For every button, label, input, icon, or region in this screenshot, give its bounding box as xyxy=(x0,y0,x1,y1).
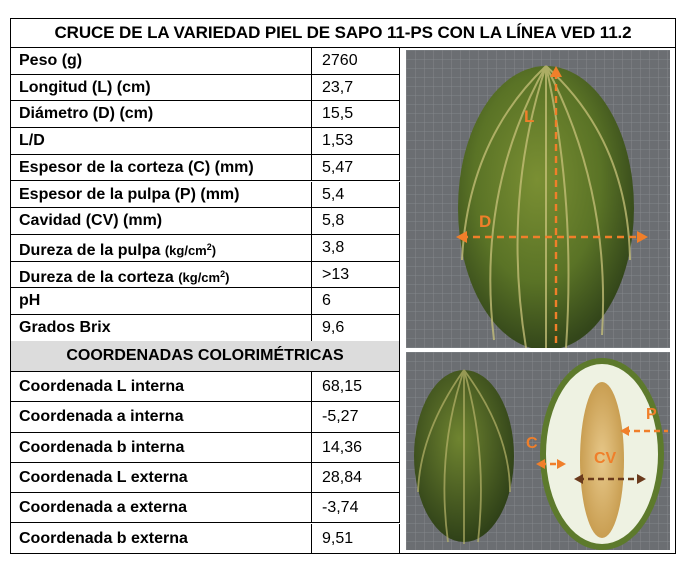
row-label-text: Espesor de la pulpa (P) (mm) xyxy=(19,185,240,203)
data-sheet: CRUCE DE LA VARIEDAD PIEL DE SAPO 11-PS … xyxy=(10,18,676,554)
row-label-text: Diámetro (D) (cm) xyxy=(19,105,154,123)
row-value: 23,7 xyxy=(312,74,400,102)
row-unit-text: (kg/cm xyxy=(164,242,207,258)
row-value: 15,5 xyxy=(312,101,400,129)
row-label: pH xyxy=(11,288,312,315)
row-value: -5,27 xyxy=(312,402,400,433)
sheet-title: CRUCE DE LA VARIEDAD PIEL DE SAPO 11-PS … xyxy=(11,19,675,48)
row-label: Coordenada L externa xyxy=(11,462,312,494)
row-label: Coordenada a interna xyxy=(11,402,312,433)
row-label-text: Dureza de la corteza xyxy=(19,268,174,286)
row-value: 3,8 xyxy=(312,234,400,262)
row-label-text: Longitud (L) (cm) xyxy=(19,78,151,96)
row-value: 1,53 xyxy=(312,128,400,155)
row-unit-close: ) xyxy=(225,269,230,285)
row-value: 28,84 xyxy=(312,462,400,494)
row-value: 68,15 xyxy=(312,372,400,403)
row-unit-exponent: 2 xyxy=(206,241,212,252)
diameter-marker: D xyxy=(479,212,491,231)
row-label-text: Cavidad (CV) (mm) xyxy=(19,212,163,230)
row-unit-exponent: 2 xyxy=(220,268,226,279)
section-title-colorimetric: COORDENADAS COLORIMÉTRICAS xyxy=(11,341,400,372)
row-value: >13 xyxy=(312,261,400,289)
row-value: 5,47 xyxy=(312,154,400,182)
row-label: Diámetro (D) (cm) xyxy=(11,101,312,129)
row-label: Coordenada b interna xyxy=(11,432,312,463)
row-unit: (kg/cm2) xyxy=(178,268,230,285)
row-value: 6 xyxy=(312,288,400,315)
cavity-marker: CV xyxy=(594,450,617,467)
pulp-marker: P xyxy=(646,406,657,423)
whole-melon-photo: L D xyxy=(406,50,670,348)
row-label-text: Coordenada L interna xyxy=(19,378,185,395)
row-value: 9,51 xyxy=(312,523,400,554)
row-label-text: Coordenada L externa xyxy=(19,468,188,486)
row-value: 5,8 xyxy=(312,208,400,235)
row-value: 5,4 xyxy=(312,181,400,209)
cut-melon-photo: C CV P xyxy=(406,352,670,550)
row-label: Dureza de la pulpa (kg/cm2) xyxy=(11,234,312,262)
row-value: 9,6 xyxy=(312,315,400,342)
row-label-text: L/D xyxy=(19,132,45,150)
row-label-text: Coordenada b externa xyxy=(19,529,188,547)
row-label-text: Coordenada a interna xyxy=(19,408,184,426)
row-label: Coordenada L interna xyxy=(11,372,312,403)
row-unit: (kg/cm2) xyxy=(164,241,217,258)
row-label-text: Grados Brix xyxy=(19,319,111,336)
row-label-text: Coordenada a externa xyxy=(19,499,188,517)
cut-melon-cavity xyxy=(580,382,624,538)
row-label: Espesor de la pulpa (P) (mm) xyxy=(11,181,312,209)
row-label: Dureza de la corteza (kg/cm2) xyxy=(11,261,312,289)
row-label: L/D xyxy=(11,128,312,155)
length-marker: L xyxy=(524,107,534,126)
row-unit-close: ) xyxy=(211,242,217,258)
row-label: Espesor de la corteza (C) (mm) xyxy=(11,154,312,182)
row-label: Peso (g) xyxy=(11,48,312,75)
row-label: Coordenada a externa xyxy=(11,493,312,524)
row-label: Cavidad (CV) (mm) xyxy=(11,208,312,235)
row-label: Coordenada b externa xyxy=(11,523,312,554)
row-value: 14,36 xyxy=(312,432,400,463)
row-label-text: Coordenada b interna xyxy=(19,438,185,456)
row-label-text: Peso (g) xyxy=(19,52,83,69)
row-label-text: pH xyxy=(19,292,41,310)
row-value: -3,74 xyxy=(312,493,400,524)
row-label-text: Espesor de la corteza (C) (mm) xyxy=(19,158,254,176)
row-unit-text: (kg/cm xyxy=(178,269,221,285)
row-value: 2760 xyxy=(312,48,400,75)
row-label-text: Dureza de la pulpa xyxy=(19,241,161,259)
row-label: Longitud (L) (cm) xyxy=(11,74,312,102)
rind-marker: C xyxy=(526,435,538,452)
row-label: Grados Brix xyxy=(11,315,312,342)
